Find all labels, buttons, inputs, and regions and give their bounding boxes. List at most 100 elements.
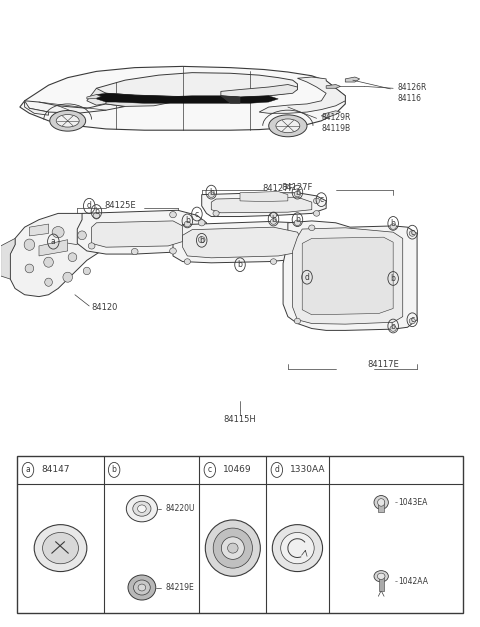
Text: b: b [391, 219, 396, 228]
Text: a: a [25, 465, 30, 475]
Text: b: b [238, 260, 242, 269]
Text: 84219E: 84219E [166, 583, 194, 592]
Text: b: b [199, 236, 204, 245]
Text: b: b [295, 187, 300, 197]
Ellipse shape [44, 257, 53, 267]
Text: 84120: 84120 [92, 303, 118, 312]
Polygon shape [221, 96, 240, 103]
Ellipse shape [88, 243, 95, 249]
Ellipse shape [93, 213, 100, 219]
Polygon shape [345, 77, 360, 82]
Text: 84127F: 84127F [282, 182, 313, 192]
Text: b: b [94, 207, 99, 216]
Ellipse shape [198, 236, 205, 243]
Ellipse shape [270, 219, 276, 224]
Ellipse shape [272, 525, 323, 572]
Polygon shape [87, 88, 125, 105]
Text: c: c [208, 465, 212, 475]
Text: b: b [185, 216, 190, 226]
Ellipse shape [309, 225, 315, 231]
Polygon shape [283, 221, 417, 330]
Ellipse shape [378, 498, 385, 506]
Text: b: b [112, 465, 117, 475]
Ellipse shape [294, 318, 300, 324]
Polygon shape [182, 227, 302, 258]
Ellipse shape [128, 575, 156, 600]
Ellipse shape [270, 213, 276, 218]
Text: 1043EA: 1043EA [398, 498, 427, 507]
Polygon shape [0, 238, 15, 279]
Ellipse shape [25, 264, 34, 273]
Text: b: b [295, 215, 300, 224]
Text: 1330AA: 1330AA [290, 465, 326, 475]
Polygon shape [92, 221, 182, 247]
Bar [378, 500, 384, 512]
Ellipse shape [24, 239, 35, 250]
Text: d: d [275, 465, 279, 475]
Ellipse shape [269, 115, 307, 137]
Ellipse shape [68, 253, 77, 261]
Polygon shape [106, 93, 173, 107]
Ellipse shape [213, 211, 219, 216]
Polygon shape [87, 95, 101, 99]
Ellipse shape [169, 248, 176, 254]
Ellipse shape [294, 220, 300, 226]
Text: 84119B: 84119B [322, 124, 350, 133]
Text: b: b [391, 322, 396, 330]
Ellipse shape [390, 224, 396, 229]
Ellipse shape [52, 226, 64, 238]
Ellipse shape [377, 573, 385, 579]
Ellipse shape [126, 495, 157, 522]
Ellipse shape [313, 211, 320, 216]
Text: 84125E: 84125E [105, 201, 136, 211]
Text: c: c [410, 228, 414, 236]
Ellipse shape [50, 110, 85, 131]
Polygon shape [24, 101, 48, 115]
Ellipse shape [132, 248, 138, 255]
Text: c: c [319, 195, 324, 204]
Text: 84220U: 84220U [166, 504, 195, 513]
Ellipse shape [198, 219, 205, 226]
Polygon shape [302, 237, 393, 315]
Text: b: b [271, 214, 276, 224]
Polygon shape [77, 210, 206, 254]
Polygon shape [326, 85, 340, 88]
Polygon shape [293, 228, 403, 324]
Polygon shape [96, 73, 298, 97]
Polygon shape [39, 240, 68, 256]
Polygon shape [211, 197, 312, 213]
Text: c: c [195, 209, 199, 219]
Ellipse shape [184, 259, 191, 265]
Polygon shape [240, 191, 288, 201]
Polygon shape [96, 93, 278, 103]
Bar [17, 456, 463, 613]
Text: 84126R: 84126R [398, 83, 427, 92]
Ellipse shape [138, 584, 146, 591]
Text: b: b [209, 187, 214, 197]
Ellipse shape [270, 259, 276, 265]
Ellipse shape [313, 198, 320, 204]
Ellipse shape [294, 191, 300, 197]
Ellipse shape [374, 495, 388, 509]
Ellipse shape [184, 221, 191, 227]
Ellipse shape [83, 267, 90, 275]
Ellipse shape [45, 278, 52, 287]
Ellipse shape [208, 192, 215, 198]
Ellipse shape [409, 231, 415, 236]
Ellipse shape [281, 532, 314, 564]
Ellipse shape [34, 525, 87, 572]
Polygon shape [322, 111, 340, 118]
Text: 10469: 10469 [223, 465, 252, 475]
Text: 84116: 84116 [398, 95, 422, 103]
Ellipse shape [63, 272, 72, 282]
Ellipse shape [213, 528, 252, 568]
Ellipse shape [409, 318, 415, 324]
Text: 84115H: 84115H [224, 415, 256, 424]
Polygon shape [29, 224, 48, 236]
Text: 84129R: 84129R [322, 113, 351, 122]
Polygon shape [24, 101, 125, 113]
Text: 84117E: 84117E [368, 361, 399, 369]
Text: b: b [391, 274, 396, 283]
Ellipse shape [138, 505, 146, 512]
Polygon shape [259, 77, 345, 113]
